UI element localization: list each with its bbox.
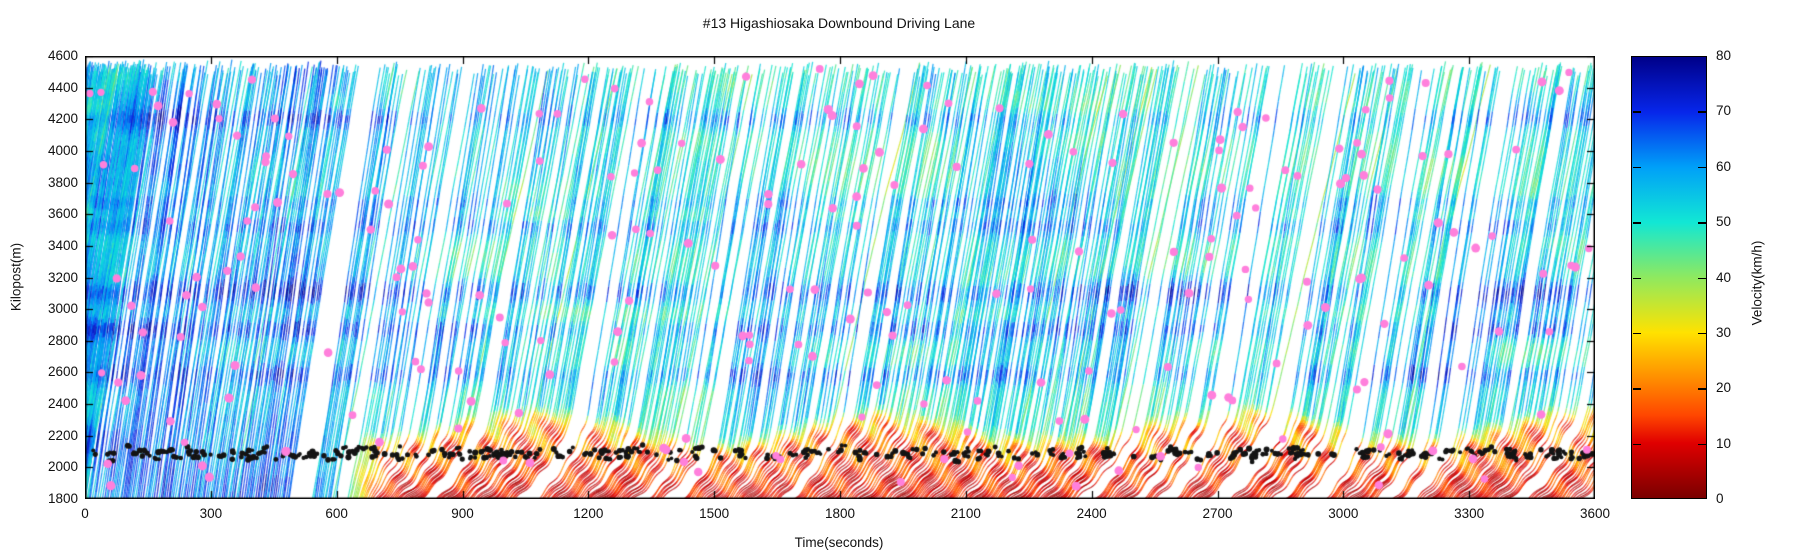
x-tick-label: 1800 — [824, 506, 856, 521]
colorbar-tick-mark — [1633, 166, 1641, 169]
colorbar-tick-mark — [1633, 388, 1641, 390]
y-tick-label: 4600 — [47, 48, 78, 63]
y-tick-label: 3800 — [47, 174, 78, 190]
y-tick-label: 2800 — [47, 332, 78, 348]
colorbar-tick-mark — [1698, 388, 1706, 390]
colorbar-tick-mark — [1633, 332, 1641, 335]
trajectory-plot-canvas — [85, 56, 1595, 499]
y-tick-label: 4400 — [47, 79, 78, 95]
x-tick-label: 2400 — [1076, 506, 1107, 521]
y-tick-label: 1800 — [47, 491, 78, 506]
colorbar-tick-mark — [1633, 222, 1641, 224]
y-tick-label: 3400 — [47, 237, 78, 253]
colorbar-tick-mark — [1698, 443, 1706, 446]
colorbar-tick-label: 40 — [1716, 269, 1732, 285]
colorbar-tick-mark — [1633, 443, 1641, 446]
colorbar-tick-mark — [1698, 111, 1706, 113]
x-tick-label: 2700 — [1202, 506, 1233, 521]
colorbar-tick-mark — [1698, 222, 1706, 224]
colorbar-label: Velocity(km/h) — [1749, 240, 1765, 326]
colorbar-tick-mark — [1698, 332, 1706, 335]
colorbar-tick-mark — [1698, 166, 1706, 169]
colorbar-tick-label: 60 — [1716, 158, 1732, 174]
y-tick-label: 2600 — [47, 364, 78, 380]
colorbar-tick-label: 0 — [1716, 491, 1724, 506]
velocity-colorbar — [1631, 56, 1707, 499]
y-tick-label: 3600 — [47, 206, 78, 222]
y-tick-label: 2200 — [47, 427, 78, 443]
colorbar-tick-label: 50 — [1716, 214, 1732, 230]
x-tick-label: 3000 — [1328, 506, 1359, 521]
x-tick-label: 900 — [451, 506, 474, 521]
y-axis-label: Kilopost(m) — [8, 242, 24, 312]
x-axis-label: Time(seconds) — [794, 535, 884, 550]
chart-title: #13 Higashiosaka Downbound Driving Lane — [702, 15, 976, 31]
x-tick-label: 2100 — [950, 506, 981, 521]
colorbar-tick-label: 10 — [1716, 435, 1732, 451]
y-tick-label: 3000 — [47, 301, 78, 317]
colorbar-tick-mark — [1633, 111, 1641, 113]
y-tick-label: 4200 — [47, 111, 78, 127]
colorbar-tick-label: 20 — [1716, 380, 1732, 396]
colorbar-tick-label: 30 — [1716, 324, 1732, 340]
y-tick-label: 2400 — [47, 396, 78, 412]
x-tick-label: 1500 — [699, 506, 730, 521]
x-tick-label: 1200 — [573, 506, 604, 521]
x-tick-label: 3300 — [1454, 506, 1485, 521]
colorbar-tick-label: 70 — [1716, 103, 1732, 119]
y-tick-label: 3200 — [47, 269, 78, 285]
y-tick-label: 4000 — [47, 142, 78, 158]
colorbar-tick-mark — [1633, 277, 1641, 279]
x-tick-label: 0 — [81, 506, 89, 521]
x-tick-label: 600 — [325, 506, 348, 521]
x-tick-label: 300 — [199, 506, 223, 521]
colorbar-tick-mark — [1698, 277, 1706, 279]
y-tick-label: 2000 — [47, 459, 78, 475]
colorbar-tick-label: 80 — [1716, 48, 1732, 63]
x-tick-label: 3600 — [1579, 506, 1611, 521]
